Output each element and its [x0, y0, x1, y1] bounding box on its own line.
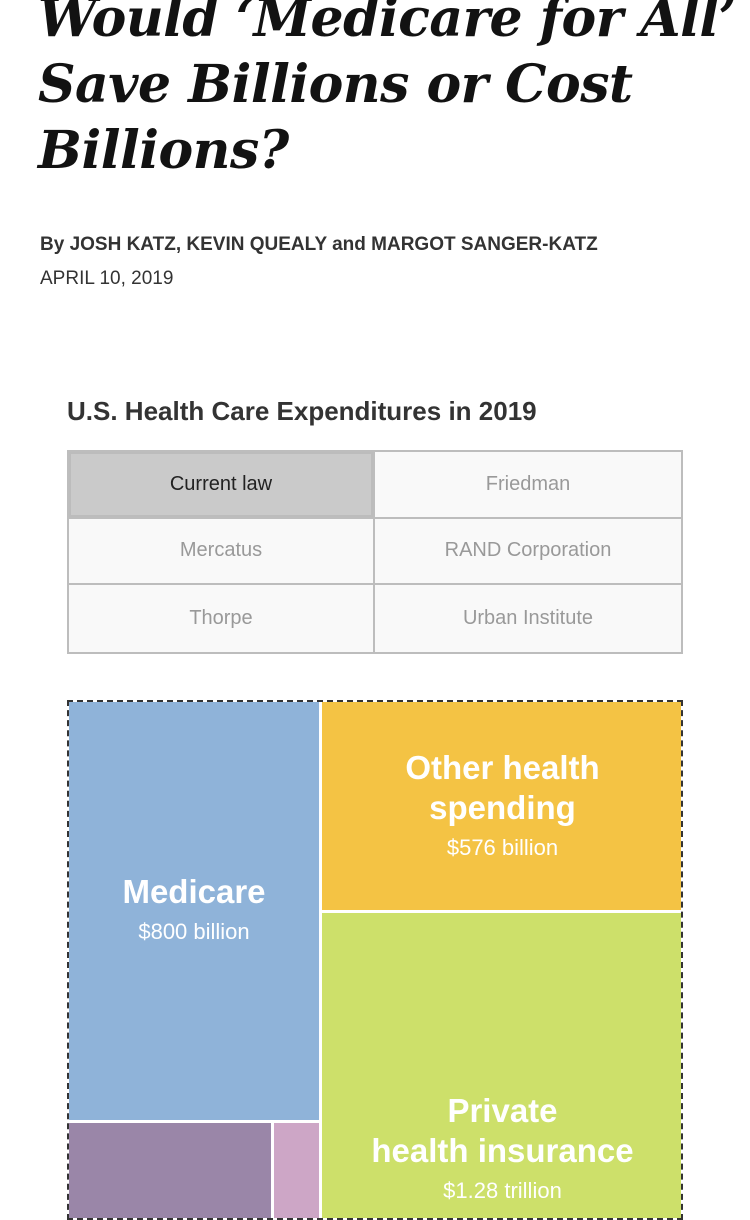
other-health-spending-label-line-2: spending: [429, 789, 576, 826]
expenditure-treemap: Medicare $800 billion Other health spend…: [67, 700, 683, 1220]
byline: By JOSH KATZ, KEVIN QUEALY and MARGOT SA…: [40, 234, 598, 255]
other-health-spending-value: $576 billion: [446, 835, 559, 860]
publish-date: APRIL 10, 2019: [40, 268, 174, 289]
treemap-cell-private-health-insurance: Private health insurance $1.28 trillion: [322, 913, 681, 1218]
tab-mercatus[interactable]: Mercatus: [69, 518, 375, 586]
scenario-tabs: Current law Friedman Mercatus RAND Corpo…: [67, 450, 683, 654]
tab-friedman[interactable]: Friedman: [375, 452, 681, 519]
treemap-cell-pink: [274, 1123, 319, 1218]
headline-line-1: Would ‘Medicare for All’: [38, 0, 737, 49]
other-health-spending-label-line-1: Other health: [405, 749, 600, 786]
medicare-value: $800 billion: [138, 919, 250, 944]
medicare-label: Medicare: [122, 873, 266, 910]
headline-line-2: Save Billions or Cost: [38, 54, 633, 115]
tab-urban-institute[interactable]: Urban Institute: [462, 607, 594, 630]
tab-rand-corporation[interactable]: RAND Corporation: [375, 519, 681, 586]
treemap-cell-purple: [69, 1123, 271, 1218]
private-health-insurance-label-line-2: health insurance: [371, 1132, 634, 1169]
private-health-insurance-label-line-1: Private: [447, 1092, 558, 1129]
tab-current-law[interactable]: Current law: [69, 452, 375, 519]
article-headline: Would ‘Medicare for All’ Save Billions o…: [38, 0, 737, 184]
chart-title: U.S. Health Care Expenditures in 2019: [67, 396, 537, 426]
treemap-cell-other-health-spending: Other health spending $576 billion: [322, 702, 681, 910]
tab-thorpe[interactable]: Thorpe: [69, 585, 375, 652]
private-health-insurance-value: $1.28 trillion: [443, 1178, 562, 1203]
treemap-cell-medicare: Medicare $800 billion: [69, 702, 319, 1120]
headline-line-3: Billions?: [38, 120, 289, 181]
